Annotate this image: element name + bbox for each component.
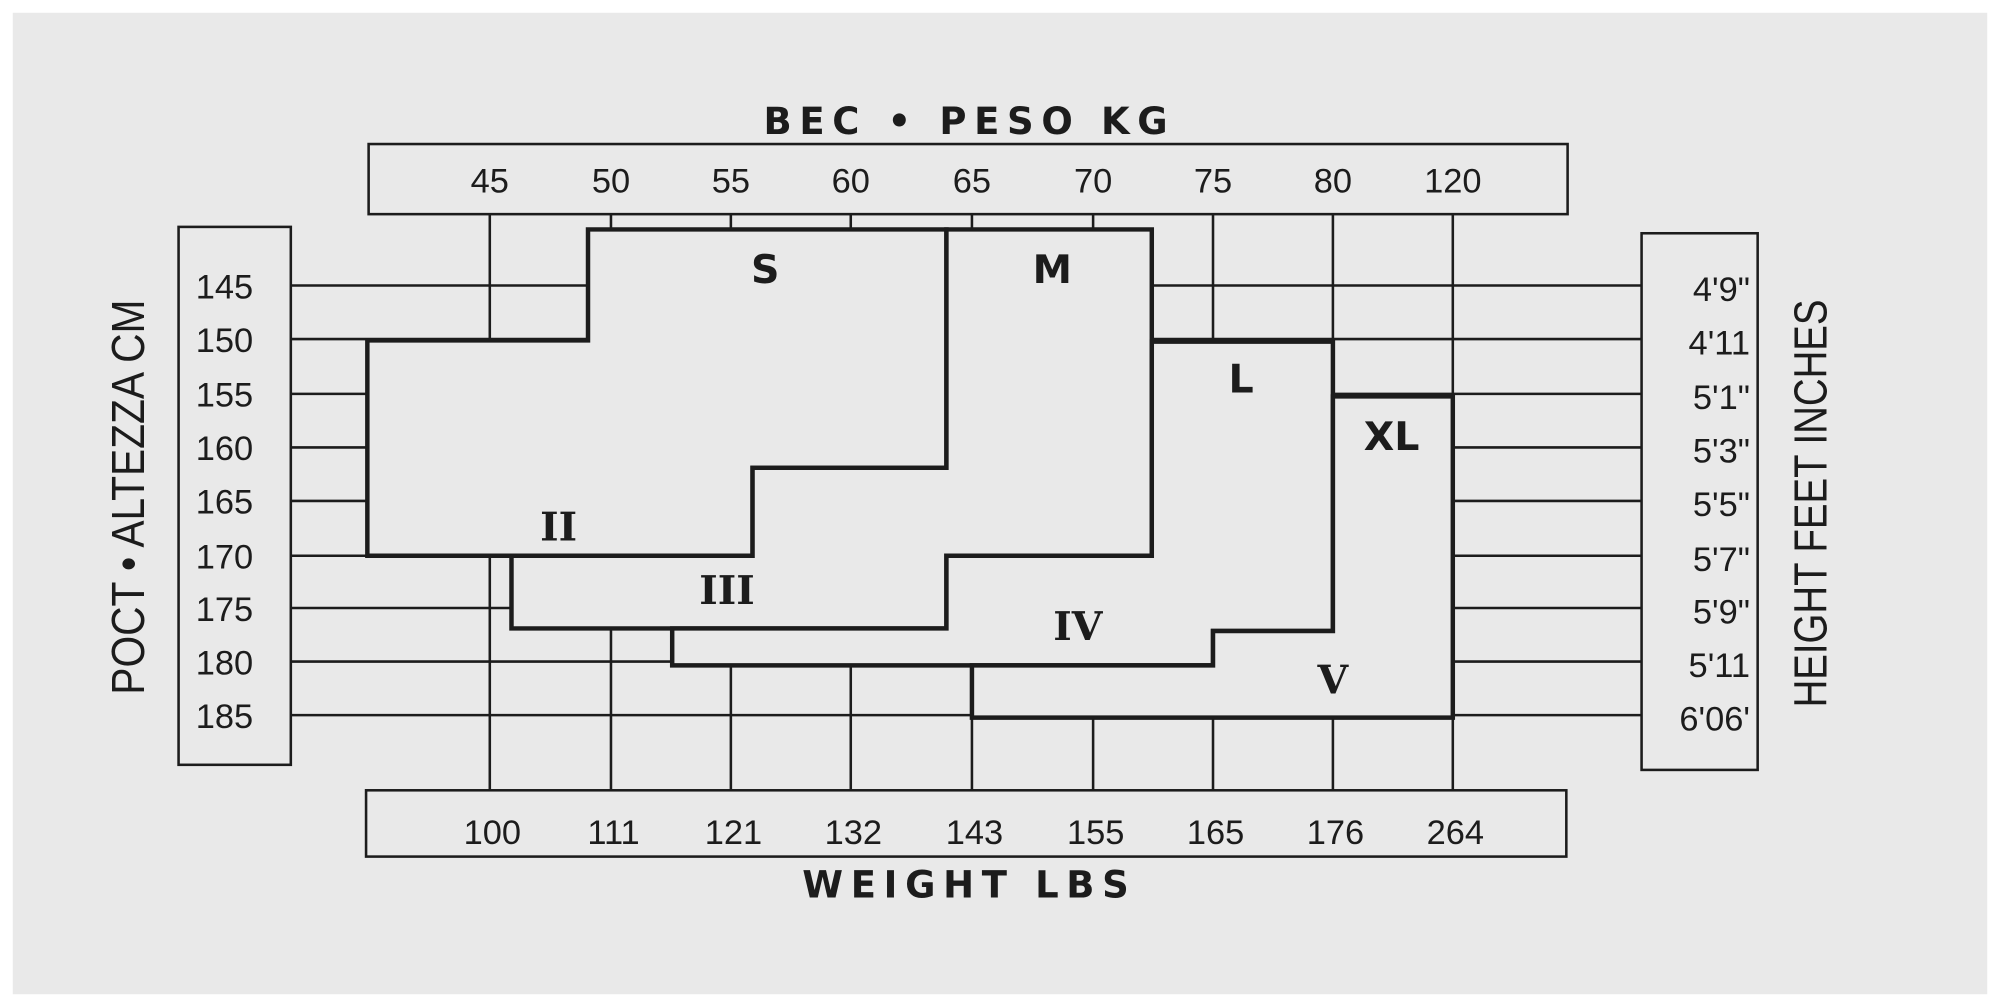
lbs-tick-label: 121: [705, 814, 762, 852]
ft-tick-label: 6'06': [1679, 700, 1750, 738]
lbs-tick-label: 155: [1067, 814, 1124, 852]
cm-tick-label: 165: [196, 484, 253, 522]
lbs-axis-title: WEIGHT LBS: [802, 863, 1136, 906]
ft-tick-label: 5'11: [1689, 647, 1750, 685]
lbs-scale-box: [364, 789, 1568, 858]
kg-tick-label: 80: [1314, 162, 1352, 200]
size-roman-label: IV: [1053, 604, 1104, 650]
ft-tick-label: 5'5": [1693, 486, 1750, 524]
kg-tick-label: 60: [832, 162, 870, 200]
ft-tick-label: 4'9": [1693, 271, 1750, 309]
size-roman-label: III: [699, 568, 754, 614]
kg-tick-label: 65: [953, 162, 991, 200]
cm-tick-label: 170: [196, 539, 253, 577]
cm-tick-label: 145: [196, 268, 253, 306]
ft-tick-label: 5'7": [1693, 541, 1750, 579]
kg-tick-label: 50: [592, 162, 630, 200]
ft-scale-box: [1640, 231, 1759, 772]
ft-tick-label: 5'9": [1693, 593, 1750, 631]
size-letter-label: S: [751, 247, 779, 293]
ft-axis-title: HEIGHT FEET INCHES: [1785, 300, 1837, 708]
cm-tick-label: 185: [196, 698, 253, 736]
ft-tick-label: 5'1": [1693, 379, 1750, 417]
ft-tick-label: 4'11: [1689, 324, 1750, 362]
cm-tick-label: 150: [196, 322, 253, 360]
kg-tick-label: 45: [471, 162, 509, 200]
lbs-tick-label: 165: [1187, 814, 1244, 852]
ft-tick-label: 5'3": [1693, 433, 1750, 471]
cm-axis-title: POCT • ALTEZZA CM: [102, 300, 154, 695]
cm-tick-label: 155: [196, 377, 253, 415]
cm-scale-box: [177, 225, 293, 767]
lbs-tick-label: 143: [946, 814, 1003, 852]
size-letter-label: XL: [1364, 414, 1420, 460]
kg-scale-box: [367, 142, 1569, 216]
size-letter-label: M: [1033, 247, 1072, 293]
cm-tick-label: 160: [196, 430, 253, 468]
lbs-tick-label: 264: [1427, 814, 1484, 852]
kg-tick-label: 120: [1424, 162, 1481, 200]
cm-tick-label: 180: [196, 644, 253, 682]
cm-tick-label: 175: [196, 591, 253, 629]
kg-tick-label: 70: [1074, 162, 1112, 200]
lbs-tick-label: 111: [587, 814, 639, 852]
lbs-tick-label: 176: [1307, 814, 1364, 852]
lbs-tick-label: 100: [464, 814, 521, 852]
size-roman-label: II: [540, 504, 577, 550]
kg-tick-label: 55: [712, 162, 750, 200]
size-region-xl: [969, 394, 1456, 720]
size-roman-label: V: [1317, 657, 1350, 703]
lbs-tick-label: 132: [825, 814, 882, 852]
size-letter-label: L: [1228, 357, 1253, 403]
kg-axis-title: BEC • PESO KG: [763, 100, 1175, 143]
kg-tick-label: 75: [1194, 162, 1232, 200]
